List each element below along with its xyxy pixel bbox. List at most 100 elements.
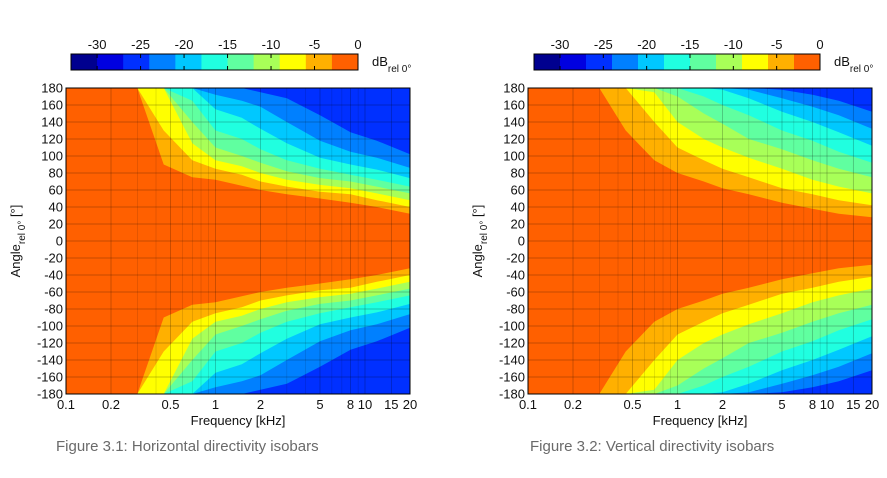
y-tick-label: -160 [499, 370, 525, 385]
y-tick-label: -60 [506, 285, 525, 300]
x-tick-label: 0.2 [102, 397, 120, 412]
y-tick-label: 80 [511, 166, 525, 181]
y-tick-label: -40 [44, 268, 63, 283]
y-axis-label-main: Angle [8, 244, 23, 277]
colorbar-band [331, 54, 359, 70]
x-tick-label: 8 [347, 397, 354, 412]
y-tick-label: -140 [499, 353, 525, 368]
y-tick-label: 0 [518, 234, 525, 249]
x-axis-label: Frequency [kHz] [653, 413, 748, 428]
colorbar-band [305, 54, 333, 70]
y-tick-label: 100 [41, 149, 63, 164]
y-tick-label: 120 [503, 132, 525, 147]
colorbar-band [638, 54, 665, 70]
isobar-region-upper [528, 88, 872, 112]
isobar-region-lower [528, 370, 872, 394]
y-axis-label-unit: [°] [470, 205, 485, 221]
colorbar-band [768, 54, 795, 70]
colorbar-unit-label: dBrel 0° [834, 54, 873, 75]
colorbar-unit-subscript: rel 0° [850, 64, 873, 75]
colorbar-band [71, 54, 98, 70]
colorbar-band [794, 54, 821, 70]
plot-frame [527, 87, 873, 395]
y-tick-label: 60 [49, 183, 63, 198]
isobar-region-upper [528, 88, 872, 146]
figure-caption-vertical: Figure 3.2: Vertical directivity isobars [530, 438, 775, 455]
colorbar-tick-label: -10 [724, 37, 743, 52]
x-tick-label: 10 [820, 397, 834, 412]
colorbar: -30 -25 -20 -15 -10 -5 0 dBrel 0° [533, 37, 873, 75]
isobar-region-upper [528, 88, 872, 129]
colorbar-band [560, 54, 587, 70]
x-tick-label: 15 [846, 397, 860, 412]
colorbar-tick-label: -25 [594, 37, 613, 52]
y-tick-label: 180 [41, 81, 63, 96]
colorbar: -30 -25 -20 -15 -10 -5 0 dBrel 0° [70, 37, 411, 75]
y-tick-label: 140 [503, 115, 525, 130]
colorbar-band [149, 54, 176, 70]
colorbar-band [123, 54, 150, 70]
y-axis-label-subscript: rel 0° [479, 221, 490, 244]
colorbar-tick-label: -20 [637, 37, 656, 52]
x-tick-label: 5 [778, 397, 785, 412]
colorbar-tick-label: -30 [88, 37, 107, 52]
isobar-region-lower [66, 327, 410, 394]
y-tick-label: 40 [49, 200, 63, 215]
y-tick-label: 180 [503, 81, 525, 96]
y-axis-label: Anglerel 0° [°] [8, 205, 28, 278]
colorbar-tick-label: -5 [771, 37, 783, 52]
y-tick-label: -80 [44, 302, 63, 317]
y-tick-label: -40 [506, 268, 525, 283]
y-tick-label: 120 [41, 132, 63, 147]
x-tick-label: 0.1 [57, 397, 75, 412]
y-axis-label-unit: [°] [8, 205, 23, 221]
grid [65, 87, 411, 395]
colorbar-band [534, 54, 561, 70]
x-tick-label: 5 [316, 397, 323, 412]
y-axis-label-main: Angle [470, 244, 485, 277]
colorbar-band [175, 54, 202, 70]
x-tick-label: 1 [674, 397, 681, 412]
y-tick-label: -120 [499, 336, 525, 351]
y-tick-label: 60 [511, 183, 525, 198]
colorbar-band [227, 54, 255, 70]
y-tick-label: -100 [37, 319, 63, 334]
x-tick-label: 20 [865, 397, 879, 412]
y-tick-label: -160 [37, 370, 63, 385]
colorbar-tick-label: -5 [309, 37, 321, 52]
colorbar-band [742, 54, 769, 70]
y-tick-label: 0 [56, 234, 63, 249]
colorbar-band [716, 54, 743, 70]
isobar-region-upper [66, 88, 410, 155]
isobar-region-lower [528, 353, 872, 394]
colorbar-tick-label: -25 [131, 37, 150, 52]
y-tick-label: 160 [503, 98, 525, 113]
x-tick-label: 1 [212, 397, 219, 412]
y-tick-label: 140 [41, 115, 63, 130]
colorbar-tick-label: 0 [816, 37, 823, 52]
colorbar-unit-subscript: rel 0° [388, 64, 411, 75]
x-tick-label: 2 [257, 397, 264, 412]
x-tick-label: 8 [809, 397, 816, 412]
colorbar-band [279, 54, 307, 70]
colorbar-band [201, 54, 229, 70]
y-tick-label: -20 [44, 251, 63, 266]
x-tick-label: 0.1 [519, 397, 537, 412]
x-tick-label: 20 [403, 397, 417, 412]
colorbar-tick-label: 0 [354, 37, 361, 52]
y-tick-label: 100 [503, 149, 525, 164]
x-tick-label: 10 [358, 397, 372, 412]
colorbar-tick-label: -15 [681, 37, 700, 52]
y-tick-label: 20 [49, 217, 63, 232]
figure-caption-horizontal: Figure 3.1: Horizontal directivity isoba… [56, 438, 319, 455]
y-tick-label: 20 [511, 217, 525, 232]
x-tick-label: 2 [719, 397, 726, 412]
colorbar-frame [533, 53, 821, 71]
y-tick-label: -80 [506, 302, 525, 317]
plot-frame [65, 87, 411, 395]
y-axis-label: Anglerel 0° [°] [470, 205, 490, 278]
x-axis-label: Frequency [kHz] [191, 413, 286, 428]
x-tick-label: 0.2 [564, 397, 582, 412]
